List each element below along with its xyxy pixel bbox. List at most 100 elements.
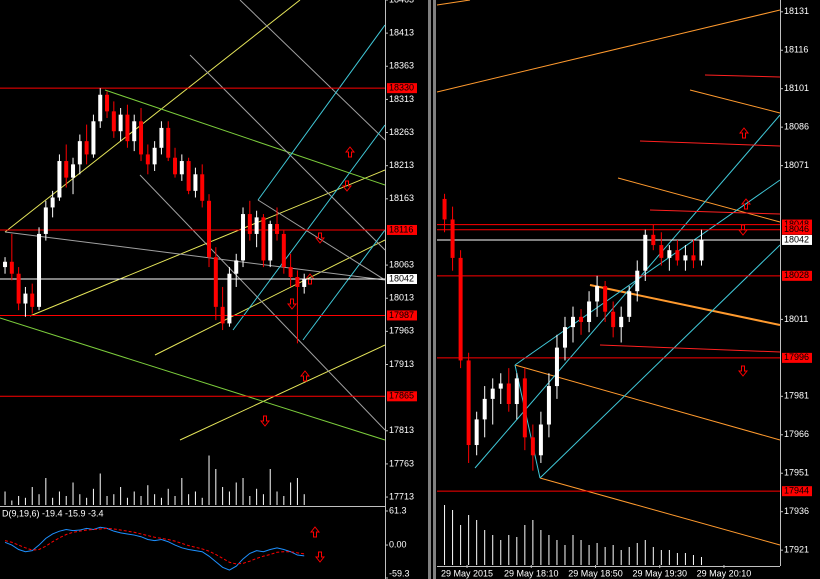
price-level-box [387,224,417,235]
price-level-box [387,274,417,285]
candle-body [166,127,171,158]
candle-body [546,386,551,425]
y-tick-label: 17921 [784,545,809,555]
candle-body [268,224,273,261]
price-level-label: 18116 [389,224,413,234]
trendline [257,199,386,281]
y-tick-label: 18313 [389,94,414,104]
candle-body [538,424,543,456]
candle-body [91,121,96,155]
y-tick-label: 17951 [784,468,809,478]
y-tick-label: 18163 [389,193,414,203]
price-level-label: 18028 [784,270,809,280]
price-level-box [387,83,417,94]
candle-body [64,161,69,178]
candle-body [490,388,495,399]
candle-body [77,141,82,165]
y-tick-label: -59.3 [389,568,410,578]
candle-body [643,234,648,271]
candle-body [9,261,14,274]
down-arrow [315,232,325,244]
down-arrow [287,298,297,310]
trendline [514,364,781,441]
candle-body [23,293,28,304]
trendline [539,244,781,479]
candle-body [635,270,640,292]
candle-body [458,257,463,361]
candle-body [659,245,664,258]
x-tick-label: 29 May 18:10 [504,568,559,578]
candle-body [234,260,239,274]
y-tick-label: 17913 [389,359,414,369]
candle-body [522,378,527,438]
candle-body [506,383,511,405]
price-level-label: 17944 [784,486,809,496]
candle-body [98,94,103,122]
indicator-line [4,527,305,565]
candle-body [691,255,696,261]
candle-body [132,121,137,142]
candle-body [125,114,130,142]
candle-body [595,286,600,302]
trendline [599,344,781,353]
candle-body [579,316,584,322]
price-level-box [782,486,812,497]
y-tick-label: 18013 [389,293,414,303]
up-arrow [300,370,310,382]
y-tick-label: 18116 [784,45,808,55]
trendline [704,74,781,78]
trendline [649,209,781,215]
trendline [0,317,386,441]
candle-body [275,224,280,234]
up-arrow [310,526,320,538]
price-level-box [387,391,417,402]
trendline [189,54,386,251]
candle-body [651,234,656,246]
trendline [154,239,386,356]
trendline [4,231,386,281]
candle-body [699,239,704,261]
candle-body [241,214,246,261]
candle-body [16,273,21,304]
price-level-label: 18046 [784,224,809,234]
y-tick-label: 17966 [784,429,809,439]
trendline [436,0,471,6]
y-tick-label: 18263 [389,127,414,137]
trendline [436,9,781,93]
candle-body [186,161,191,191]
candle-body [498,383,503,389]
trendline [239,0,386,141]
y-tick-label: 18063 [389,259,414,269]
candle-body [173,157,178,175]
splitter[interactable] [428,0,431,579]
trendline [302,229,386,341]
x-tick-label: 29 May 2015 [441,568,493,578]
trendline [139,174,386,431]
price-level-box [782,234,812,245]
candle-body [683,255,688,261]
candle-body [193,174,198,191]
y-tick-label: 18413 [389,28,414,38]
y-tick-label: 17713 [389,491,414,501]
candle-body [302,279,307,287]
candle-body [442,198,447,220]
candle-body [179,161,184,175]
price-level-label: 17996 [784,352,809,362]
up-arrow [739,127,749,139]
candle-body [611,311,616,328]
trendline [514,364,541,479]
splitter[interactable] [433,0,436,579]
candle-body [105,94,110,112]
price-level-box [387,310,417,321]
candle-body [675,250,680,261]
candle-body [139,121,144,155]
candle-body [220,306,225,324]
trendline [639,140,781,147]
y-tick-label: 17763 [389,458,414,468]
price-level-box [782,352,812,363]
y-tick-label: 18011 [784,314,808,324]
y-tick-label: 18101 [784,83,809,93]
candle-body [37,233,42,307]
candle-body [587,301,592,322]
trendline [589,284,781,326]
